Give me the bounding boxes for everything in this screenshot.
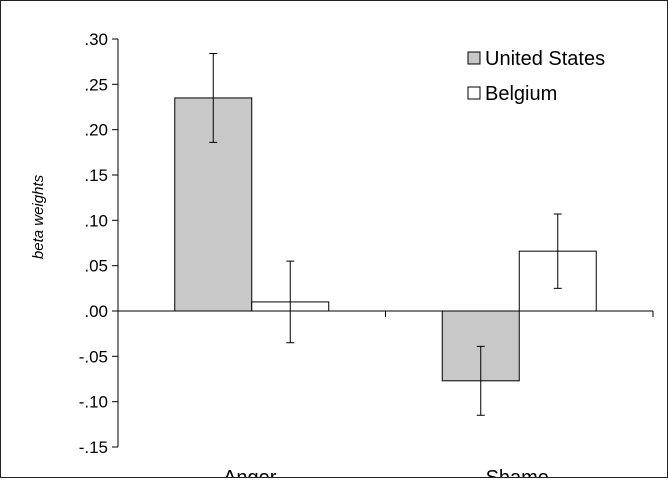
y-tick-label: .15	[84, 166, 108, 185]
legend-label: Belgium	[485, 83, 557, 105]
legend-swatch	[467, 51, 481, 65]
legend: United States Belgium	[467, 48, 605, 105]
y-tick-label: .10	[84, 211, 108, 230]
y-tick-label: -.15	[79, 438, 108, 457]
y-tick-labels: .30 .25 .20 .15 .10 .05 .00 -.05 -.10 -.15	[79, 30, 118, 457]
y-tick-label: .25	[84, 75, 108, 94]
bars	[174, 97, 597, 382]
y-tick-label: .05	[84, 257, 108, 276]
error-bars	[209, 53, 562, 416]
y-tick-label: .20	[84, 121, 108, 140]
legend-swatch	[467, 86, 481, 100]
legend-label: United States	[485, 48, 605, 70]
y-tick-label: -.10	[79, 393, 108, 412]
y-axis-label: beta weights	[30, 174, 47, 259]
category-label: Shame	[486, 467, 549, 477]
x-axis-baseline	[118, 310, 654, 317]
category-labels: Anger Shame	[223, 467, 549, 482]
y-tick-label: -.05	[79, 347, 108, 366]
y-tick-label: .00	[84, 302, 108, 321]
category-label: Anger	[223, 467, 277, 477]
y-tick-label: .30	[84, 30, 108, 49]
